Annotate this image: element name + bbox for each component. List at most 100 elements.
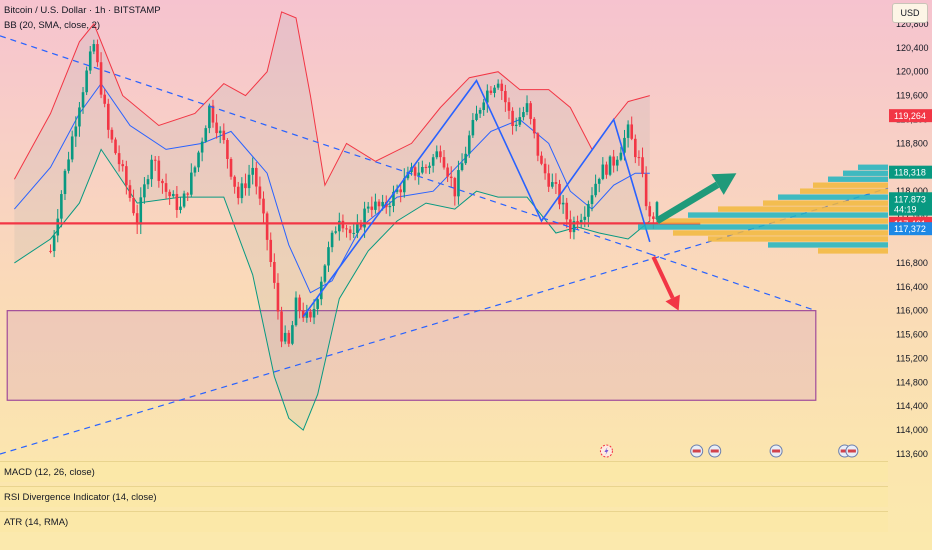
candle[interactable] — [244, 183, 247, 189]
candle[interactable] — [52, 235, 56, 252]
candle[interactable] — [388, 205, 392, 208]
candle[interactable] — [460, 163, 464, 171]
candle[interactable] — [597, 178, 601, 184]
candle[interactable] — [135, 213, 139, 225]
candle[interactable] — [572, 221, 576, 233]
candle[interactable] — [641, 157, 644, 174]
candle[interactable] — [150, 159, 153, 180]
candle[interactable] — [395, 189, 399, 192]
candle[interactable] — [247, 174, 251, 189]
candle[interactable] — [287, 332, 291, 344]
candle[interactable] — [171, 193, 175, 197]
candle[interactable] — [550, 182, 554, 187]
price-tag[interactable] — [889, 222, 932, 236]
candle[interactable] — [507, 102, 511, 111]
candle[interactable] — [273, 262, 276, 283]
candle[interactable] — [449, 176, 453, 179]
candle[interactable] — [319, 281, 323, 300]
candle[interactable] — [630, 124, 634, 139]
candle[interactable] — [637, 157, 641, 159]
symbol-title[interactable]: Bitcoin / U.S. Dollar · 1h · BITSTAMP — [4, 5, 161, 16]
zigzag-pattern[interactable] — [302, 79, 651, 318]
candle[interactable] — [233, 176, 236, 187]
candle[interactable] — [565, 202, 569, 220]
candle[interactable] — [121, 164, 125, 167]
candle[interactable] — [619, 152, 623, 160]
candle[interactable] — [514, 124, 518, 126]
candle[interactable] — [590, 195, 594, 205]
candle[interactable] — [525, 103, 529, 113]
candle[interactable] — [464, 153, 467, 164]
candle[interactable] — [208, 105, 211, 129]
bollinger-basis[interactable] — [14, 82, 650, 294]
candle[interactable] — [265, 213, 269, 240]
candle[interactable] — [366, 206, 370, 209]
candle[interactable] — [161, 180, 164, 184]
candle[interactable] — [522, 112, 525, 118]
candle[interactable] — [579, 219, 583, 225]
candle[interactable] — [276, 282, 280, 312]
candle[interactable] — [128, 185, 132, 198]
candle[interactable] — [254, 167, 258, 187]
candle[interactable] — [493, 87, 496, 94]
candle[interactable] — [446, 167, 449, 177]
candle[interactable] — [103, 94, 106, 104]
candle[interactable] — [655, 202, 659, 219]
candle[interactable] — [529, 103, 532, 119]
candle[interactable] — [587, 204, 590, 217]
price-tag[interactable] — [889, 109, 932, 123]
candle[interactable] — [74, 126, 78, 137]
atr-panel[interactable]: ATR (14, RMA) — [0, 511, 888, 532]
candle[interactable] — [475, 113, 478, 120]
candle[interactable] — [518, 117, 522, 125]
candle[interactable] — [153, 159, 157, 161]
candle[interactable] — [370, 206, 374, 210]
candle[interactable] — [428, 165, 431, 168]
candle[interactable] — [67, 159, 70, 171]
candle[interactable] — [96, 44, 99, 63]
candle[interactable] — [99, 62, 103, 95]
candle[interactable] — [612, 156, 615, 166]
candle[interactable] — [193, 167, 197, 173]
candle[interactable] — [496, 83, 500, 88]
candle[interactable] — [222, 130, 226, 141]
candle[interactable] — [511, 110, 514, 126]
candle[interactable] — [543, 163, 547, 174]
bearish-arrow[interactable] — [651, 256, 675, 299]
candle[interactable] — [532, 118, 536, 134]
candle[interactable] — [439, 151, 442, 158]
candle[interactable] — [215, 122, 218, 134]
candle[interactable] — [644, 173, 648, 207]
candle[interactable] — [486, 90, 489, 103]
candle[interactable] — [85, 70, 88, 93]
candle[interactable] — [392, 191, 395, 206]
dashed-trendline[interactable] — [649, 253, 816, 312]
candle[interactable] — [175, 193, 179, 210]
candle[interactable] — [139, 197, 143, 225]
candle[interactable] — [615, 159, 619, 166]
bollinger-lower[interactable] — [14, 148, 651, 431]
candle[interactable] — [226, 140, 229, 160]
candle[interactable] — [312, 308, 316, 318]
candle[interactable] — [132, 197, 135, 214]
candle[interactable] — [453, 178, 457, 197]
candle[interactable] — [168, 191, 171, 197]
price-tag[interactable] — [889, 165, 932, 179]
candle[interactable] — [81, 92, 85, 108]
candle[interactable] — [179, 206, 182, 210]
candle[interactable] — [190, 172, 193, 195]
candle[interactable] — [504, 90, 507, 103]
candle[interactable] — [471, 119, 475, 136]
candle[interactable] — [298, 297, 301, 311]
candle[interactable] — [431, 157, 435, 166]
macd-panel[interactable]: MACD (12, 26, close) — [0, 461, 888, 482]
candle[interactable] — [500, 83, 504, 91]
candle[interactable] — [218, 130, 222, 134]
candle[interactable] — [547, 173, 550, 187]
candle[interactable] — [125, 166, 128, 186]
candle[interactable] — [229, 159, 233, 177]
candle[interactable] — [348, 229, 352, 234]
bullish-arrow[interactable] — [655, 181, 720, 225]
candle[interactable] — [634, 138, 637, 158]
candle[interactable] — [114, 139, 117, 154]
